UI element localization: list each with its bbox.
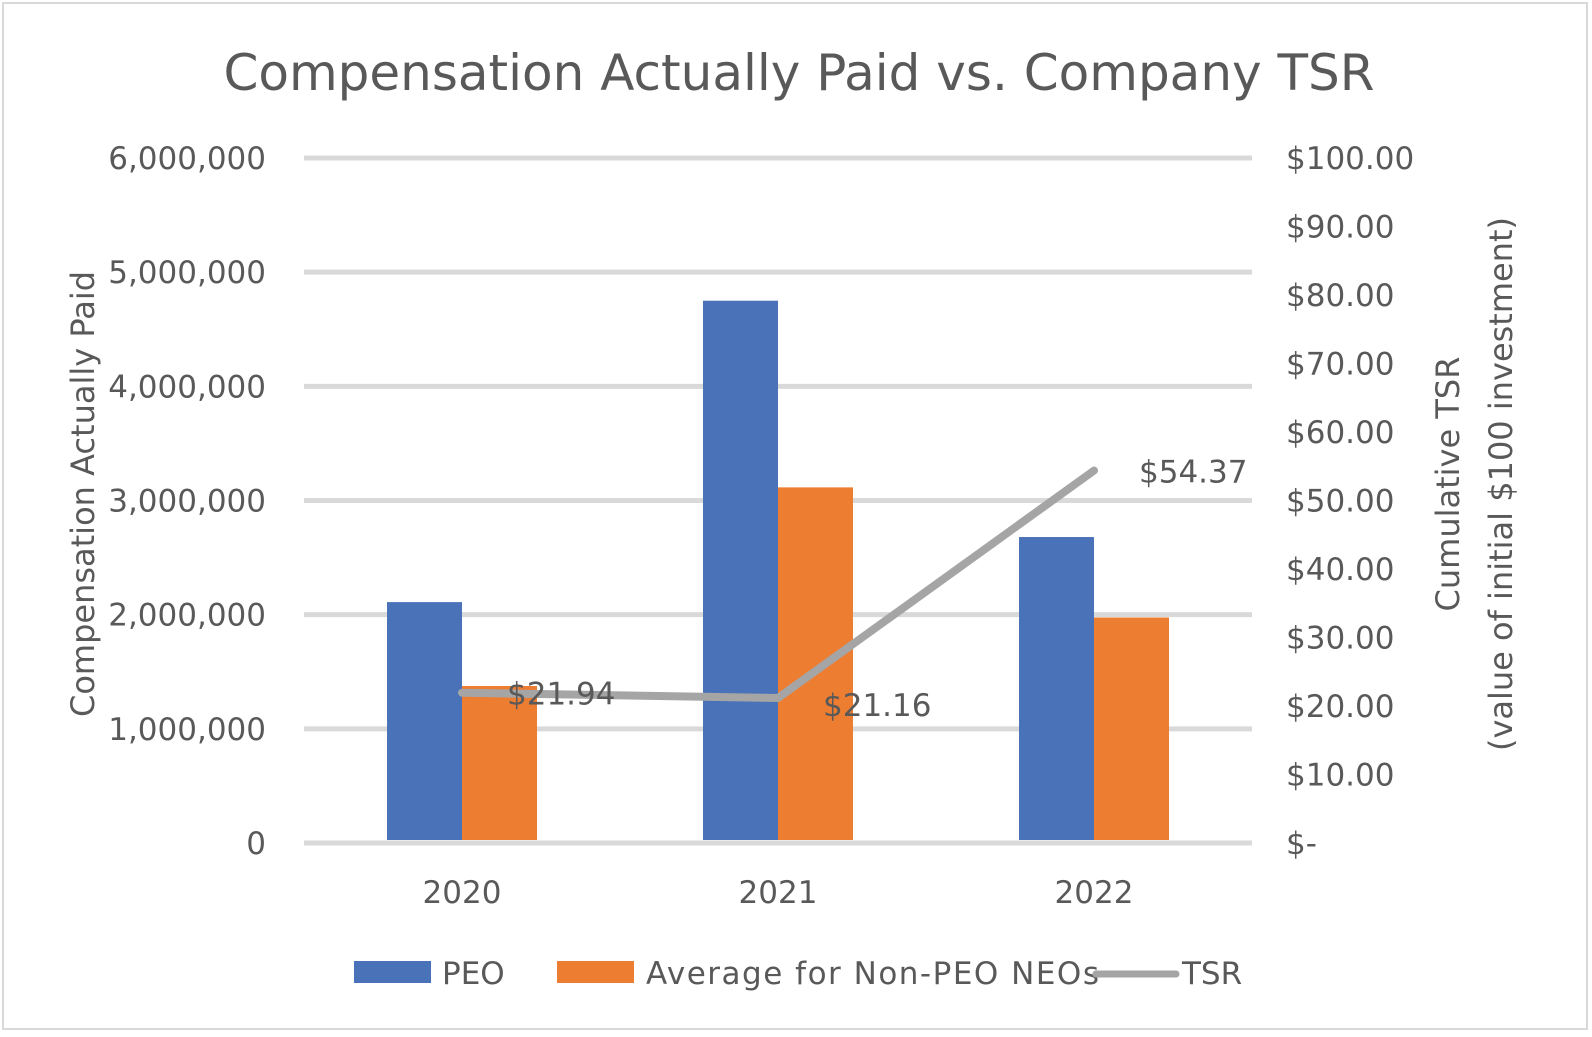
legend: PEO Average for Non-PEO NEOs TSR (354, 956, 1242, 992)
bar-peo-2022 (1019, 537, 1094, 840)
left-tick-label: 3,000,000 (108, 484, 266, 520)
x-tick-label: 2022 (1055, 875, 1134, 911)
x-axis-ticks: 2020 2021 2022 (423, 875, 1134, 911)
right-axis-title-line1: Cumulative TSR (1429, 357, 1467, 612)
left-axis-ticks: 6,000,000 5,000,000 4,000,000 3,000,000 2,00… (108, 141, 266, 862)
right-tick-label: $- (1286, 826, 1317, 862)
chart-svg: Compensation Actually Paid vs. Company T… (64, 44, 1520, 992)
left-axis-title: Compensation Actually Paid (64, 271, 102, 717)
tsr-data-label: $21.94 (507, 677, 615, 713)
bars (387, 300, 1169, 840)
right-tick-label: $70.00 (1286, 347, 1394, 383)
right-tick-label: $80.00 (1286, 278, 1394, 314)
bar-non-peo-2021 (778, 487, 853, 840)
legend-label-tsr: TSR (1181, 956, 1242, 992)
chart-title: Compensation Actually Paid vs. Company T… (223, 44, 1374, 102)
right-tick-label: $10.00 (1286, 758, 1394, 794)
tsr-line (458, 466, 1098, 703)
x-tick-label: 2020 (423, 875, 502, 911)
legend-swatch-non-peo (557, 961, 634, 983)
tsr-data-label: $21.16 (823, 688, 931, 724)
right-tick-label: $40.00 (1286, 552, 1394, 588)
left-tick-label: 2,000,000 (108, 598, 266, 634)
x-tick-label: 2021 (739, 875, 818, 911)
right-tick-label: $50.00 (1286, 484, 1394, 520)
right-tick-label: $60.00 (1286, 415, 1394, 451)
bar-peo-2020 (387, 602, 462, 840)
legend-label-non-peo: Average for Non-PEO NEOs (646, 956, 1101, 992)
left-tick-label: 0 (246, 826, 266, 862)
left-tick-label: 4,000,000 (108, 369, 266, 405)
tsr-line-group: $21.94 $21.16 $54.37 (458, 455, 1247, 724)
left-tick-label: 6,000,000 (108, 141, 266, 177)
legend-label-peo: PEO (442, 956, 505, 992)
right-tick-label: $100.00 (1286, 141, 1414, 177)
legend-swatch-peo (354, 961, 431, 983)
bar-non-peo-2020 (462, 686, 537, 840)
left-tick-label: 5,000,000 (108, 255, 266, 291)
bar-peo-2021 (703, 300, 778, 840)
tsr-data-label: $54.37 (1139, 455, 1247, 491)
left-tick-label: 1,000,000 (108, 712, 266, 748)
right-axis-ticks: $100.00 $90.00 $80.00 $70.00 $60.00 $50.00 $40… (1286, 141, 1414, 862)
right-tick-label: $20.00 (1286, 689, 1394, 725)
right-axis-title-line2: (value of initial $100 investment) (1482, 217, 1520, 751)
right-tick-label: $90.00 (1286, 210, 1394, 246)
right-tick-label: $30.00 (1286, 621, 1394, 657)
bar-non-peo-2022 (1094, 617, 1169, 840)
